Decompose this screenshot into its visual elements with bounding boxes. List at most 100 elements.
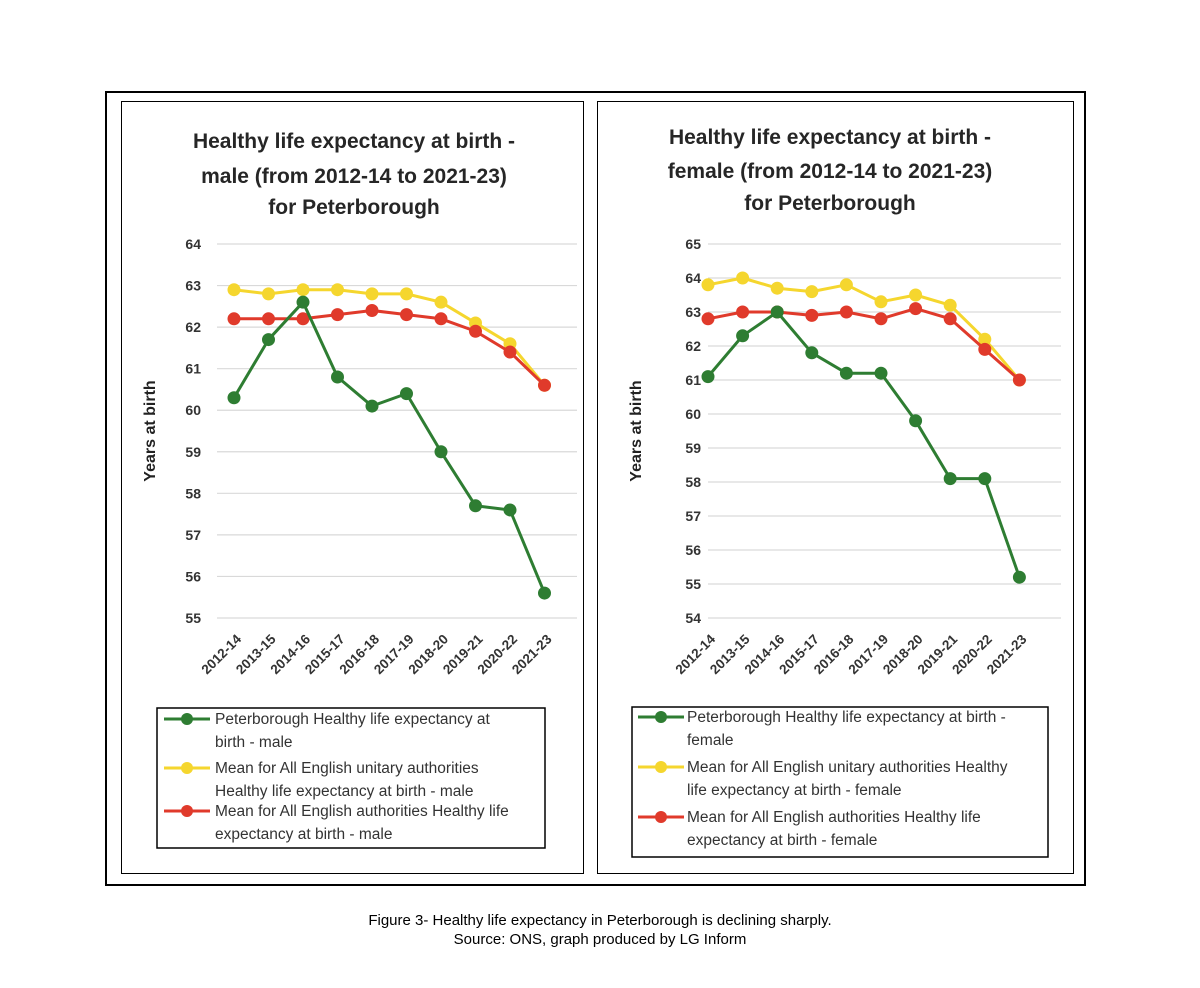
data-point-unitary (262, 287, 275, 301)
chart-title-line: for Peterborough (744, 192, 916, 215)
data-point-unitary (331, 283, 344, 297)
series-line-unitary (233, 288, 546, 387)
data-point-all_english (805, 308, 819, 322)
data-point-peterborough (296, 295, 310, 309)
figure-source: Source: ONS, graph produced by LG Inform (453, 931, 747, 948)
data-point-peterborough (770, 305, 784, 319)
series-line-all_english (234, 308, 546, 387)
y-tick-label: 62 (185, 319, 201, 335)
data-point-unitary (296, 283, 310, 297)
y-tick-label: 55 (185, 610, 201, 626)
legend-label: life expectancy at birth - female (687, 782, 902, 799)
y-tick-label: 62 (685, 338, 701, 354)
figure-caption: Figure 3- Healthy life expectancy in Pet… (368, 912, 832, 929)
data-point-all_english (1012, 373, 1026, 387)
data-point-peterborough (978, 472, 992, 486)
chart-panel-female: Healthy life expectancy at birth - female… (597, 101, 1074, 874)
data-point-all_english (736, 305, 750, 319)
data-point-unitary (701, 278, 715, 292)
legend-box (631, 706, 1049, 858)
legend-marker-peterborough (655, 711, 667, 723)
data-point-unitary (805, 285, 819, 299)
y-tick-label: 59 (185, 444, 201, 460)
legend-label: Healthy life expectancy at birth - male (215, 783, 473, 800)
data-point-all_english (365, 303, 379, 317)
legend-marker-all_english (655, 811, 667, 823)
data-point-all_english (296, 312, 310, 326)
y-tick-label: 60 (685, 406, 701, 422)
y-tick-label: 56 (685, 542, 701, 558)
data-point-peterborough (701, 370, 715, 384)
chart-female: Healthy life expectancy at birth - female… (628, 126, 1061, 858)
data-point-unitary (227, 283, 241, 297)
y-tick-label: 54 (685, 610, 701, 626)
y-tick-label: 58 (685, 474, 701, 490)
data-point-all_english (701, 312, 715, 326)
data-point-peterborough (331, 370, 344, 384)
legend-label: Peterborough Healthy life expectancy at … (687, 709, 1006, 726)
legend-label: Peterborough Healthy life expectancy at (215, 711, 491, 728)
data-point-unitary (365, 287, 379, 301)
data-point-all_english (978, 342, 992, 356)
y-tick-label: 61 (685, 372, 701, 388)
series-line-peterborough (232, 300, 546, 594)
data-point-unitary (770, 281, 784, 295)
data-point-all_english (400, 308, 413, 322)
data-point-all_english (839, 305, 853, 319)
chart-male: Healthy life expectancy at birth - male (… (142, 130, 577, 849)
legend-label: expectancy at birth - male (215, 826, 392, 843)
legend-label: female (687, 732, 734, 749)
data-point-peterborough (839, 366, 853, 380)
data-point-unitary (943, 298, 957, 312)
legend-label: Mean for All English authorities Healthy… (687, 809, 981, 826)
data-point-peterborough (943, 472, 957, 486)
legend-box (156, 707, 546, 849)
series-line-unitary (707, 276, 1021, 381)
data-point-peterborough (434, 445, 448, 459)
data-point-unitary (839, 278, 853, 292)
data-point-all_english (909, 302, 923, 316)
data-point-peterborough (400, 387, 413, 401)
data-point-peterborough (262, 333, 275, 347)
data-point-unitary (400, 287, 413, 301)
data-point-all_english (503, 345, 517, 359)
chart-title-line: for Peterborough (268, 196, 440, 219)
chart-panel-male: Healthy life expectancy at birth - male (… (121, 101, 584, 874)
y-tick-label: 59 (685, 440, 701, 456)
y-tick-label: 57 (685, 508, 701, 524)
series-line-peterborough (706, 310, 1021, 578)
y-axis-label: Years at birth (628, 380, 645, 481)
data-point-all_english (874, 312, 888, 326)
data-point-peterborough (1012, 570, 1026, 584)
chart-title-line: Healthy life expectancy at birth - (669, 126, 991, 149)
legend-label: birth - male (215, 734, 293, 751)
data-point-peterborough (538, 586, 551, 600)
legend-marker-all_english (181, 805, 193, 817)
legend-label: Mean for All English unitary authorities… (687, 759, 1008, 776)
data-point-unitary (874, 295, 888, 309)
y-tick-label: 63 (685, 304, 701, 320)
y-tick-label: 61 (185, 361, 201, 377)
data-point-all_english (469, 324, 482, 338)
data-point-peterborough (805, 346, 819, 360)
y-tick-label: 55 (685, 576, 701, 592)
legend-label: Mean for All English authorities Healthy… (215, 803, 509, 820)
y-tick-label: 56 (185, 568, 201, 584)
legend-marker-peterborough (181, 713, 193, 725)
chart-title-line: male (from 2012-14 to 2021-23) (201, 165, 507, 188)
data-point-all_english (538, 378, 551, 392)
data-point-unitary (736, 271, 750, 285)
legend-label: Mean for All English unitary authorities (215, 760, 479, 777)
y-tick-label: 65 (685, 236, 701, 252)
data-point-all_english (262, 312, 275, 326)
data-point-unitary (909, 288, 923, 302)
data-point-peterborough (503, 503, 517, 517)
legend-label: expectancy at birth - female (687, 832, 877, 849)
data-point-unitary (434, 295, 448, 309)
data-point-peterborough (227, 391, 241, 405)
data-point-peterborough (736, 329, 750, 343)
data-point-peterborough (469, 499, 482, 513)
legend-marker-unitary (181, 762, 193, 774)
data-point-all_english (331, 308, 344, 322)
data-point-all_english (943, 312, 957, 326)
